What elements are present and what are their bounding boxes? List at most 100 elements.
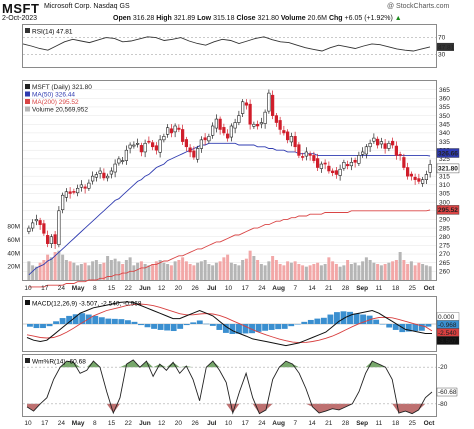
macd-panel: 0.000 -0.968 -2.540 -3.507 MACD(12,26,9) -3.…: [22, 296, 460, 352]
price-legend-text: MA(50) 326.44: [32, 92, 75, 99]
macd-value-label: -0.968: [438, 322, 457, 329]
macd-value-label: -3.507: [438, 338, 457, 345]
rsi-legend-swatch: [25, 28, 30, 33]
candle-body: [38, 220, 42, 225]
wr-x-label: 14: [308, 420, 316, 427]
price-tick-label: 355: [439, 104, 450, 111]
volume-bar: [192, 265, 196, 280]
macd-hist-bar: [164, 324, 171, 331]
candle-body: [109, 170, 113, 175]
candle-body: [387, 142, 391, 149]
volume-tick-label: 60M: [7, 237, 20, 244]
candle-body: [49, 236, 53, 244]
volume-bar: [286, 261, 290, 280]
candle-body: [308, 153, 312, 156]
macd-hist-bar: [373, 319, 380, 324]
candle-body: [53, 234, 57, 244]
candle-body: [166, 127, 170, 135]
wr-x-label: Sep: [356, 420, 368, 427]
price-x-label: 14: [308, 285, 316, 292]
volume-bar: [196, 262, 200, 280]
volume-bar: [94, 260, 98, 280]
candle-body: [289, 136, 293, 143]
open-label: Open: [113, 15, 131, 22]
volume-bar: [76, 265, 80, 280]
candle-body: [68, 191, 72, 194]
candle-body: [211, 125, 215, 136]
volume-bar: [304, 266, 308, 280]
wr-x-label: 15: [108, 420, 116, 427]
candle-body: [121, 160, 125, 162]
high-label: High: [156, 15, 172, 22]
candle-body: [349, 162, 353, 167]
williams-chart: -20 -80 -60.68 Wm%R(14) -60.68: [23, 358, 458, 415]
macd-hist-bar: [59, 318, 66, 324]
volume-bar: [256, 260, 260, 280]
volume-bar: [98, 264, 102, 280]
volume-bar: [222, 257, 226, 280]
volume-tick-label: 80M: [7, 224, 20, 231]
candle-body: [136, 142, 140, 145]
macd-hist-bar: [124, 320, 131, 324]
macd-hist-bar: [307, 319, 314, 324]
candle-body: [417, 178, 421, 182]
price-tick-label: 285: [439, 225, 450, 232]
rsi-legend-text: RSI(14) 47.81: [32, 29, 73, 36]
wr-x-label: 26: [191, 420, 199, 427]
volume-bar: [169, 265, 173, 280]
candle-body: [139, 145, 143, 153]
price-x-label: 8: [93, 285, 97, 292]
open-value: 316.28: [132, 15, 155, 22]
volume-bar: [42, 260, 46, 280]
wr-x-label: 20: [175, 420, 183, 427]
volume-bar: [327, 257, 331, 280]
ma50-price-tag: 326.66: [438, 150, 458, 157]
volume-bar: [53, 252, 57, 280]
candle-body: [271, 94, 275, 116]
candle-body: [229, 125, 233, 138]
candle-body: [199, 139, 203, 149]
macd-hist-bar: [190, 322, 197, 324]
wr-current-label: -60.68: [438, 389, 457, 396]
wr-x-label: 17: [242, 420, 250, 427]
wr-x-label: Aug: [272, 420, 285, 427]
price-x-label: Aug: [272, 285, 285, 292]
volume-bar: [143, 264, 147, 280]
candle-body: [124, 149, 128, 161]
volume-bar: [61, 254, 65, 280]
candle-body: [406, 167, 410, 177]
candle-body: [162, 136, 166, 141]
volume-bar: [413, 265, 417, 280]
price-x-label: 12: [158, 285, 166, 292]
close-price-tag: 321.80: [438, 166, 458, 173]
volume-bar: [38, 262, 42, 280]
candle-body: [76, 187, 80, 194]
macd-hist-bar: [236, 324, 242, 334]
wr-level-label: -20: [438, 364, 448, 371]
macd-hist-bar: [327, 314, 334, 324]
volume-bar: [319, 265, 323, 280]
wr-line: [26, 359, 433, 415]
volume-bar: [91, 261, 95, 280]
volume-bar: [229, 262, 233, 280]
price-x-label: May: [72, 285, 85, 292]
volume-bar: [421, 264, 425, 280]
price-tick-label: 335: [439, 139, 450, 146]
macd-value-label: -2.540: [438, 330, 457, 337]
volume-bar: [361, 261, 365, 280]
price-tick-label: 300: [439, 199, 450, 206]
macd-hist-bar: [340, 311, 347, 324]
volume-bar: [188, 264, 192, 280]
volume-bar: [106, 256, 110, 280]
macd-hist-bar: [418, 324, 425, 331]
date-label: 2-Oct-2023: [2, 15, 38, 22]
volume-bar: [218, 261, 222, 280]
price-tick-label: 360: [439, 96, 450, 103]
price-legend-text: MSFT (Daily) 321.80: [32, 84, 92, 91]
price-tick-label: 325: [439, 156, 450, 163]
price-tick-label: 270: [439, 251, 450, 258]
candle-body: [361, 151, 365, 155]
macd-hist-bar: [275, 324, 282, 330]
candle-body: [338, 168, 342, 176]
